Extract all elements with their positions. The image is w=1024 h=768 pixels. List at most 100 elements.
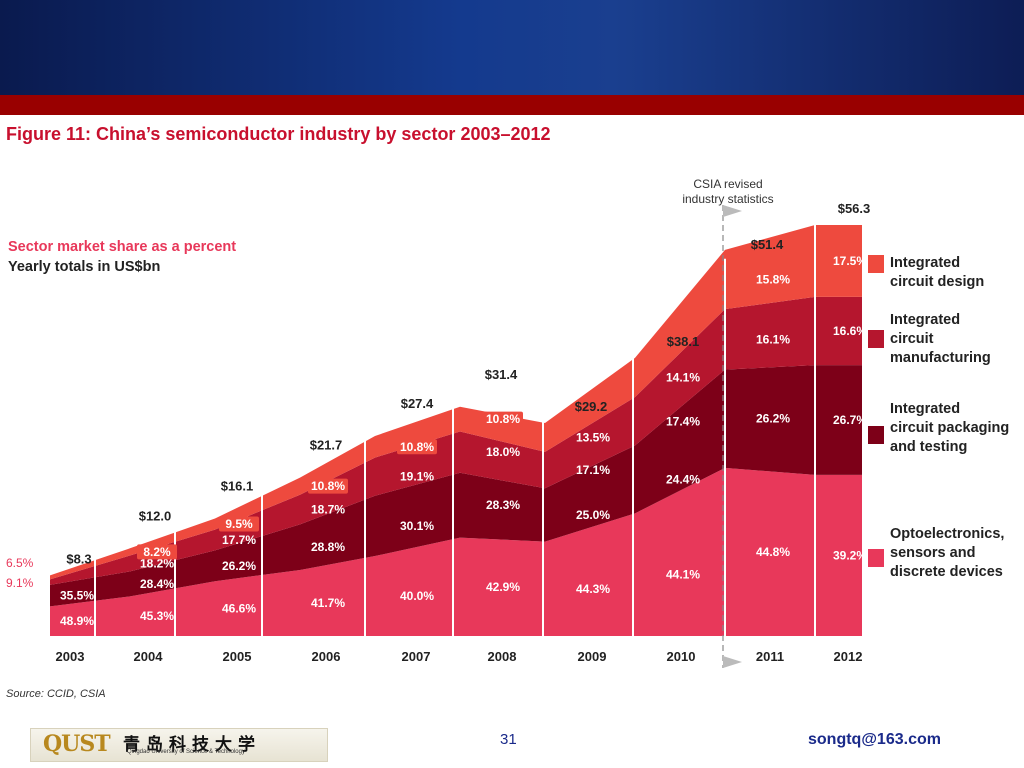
header-banner — [0, 0, 1024, 95]
total-label: $12.0 — [139, 508, 172, 523]
percent-label: 17.4% — [666, 414, 700, 428]
page-number: 31 — [500, 731, 517, 748]
percent-label: 13.5% — [576, 430, 610, 444]
percent-label: 48.9% — [60, 614, 94, 628]
legend-swatch — [868, 426, 884, 444]
university-logo: QUST 青岛科技大学 Qingdao University of Scienc… — [30, 728, 328, 762]
percent-label: 45.3% — [140, 609, 174, 623]
legend-swatch — [868, 330, 884, 348]
percent-label: 40.0% — [400, 589, 434, 603]
x-tick-label: 2006 — [312, 649, 341, 664]
percent-label: 15.8% — [756, 273, 790, 287]
logo-name: 青岛科技大学 — [123, 735, 261, 755]
percent-label: 35.5% — [60, 589, 94, 603]
percent-badge — [397, 439, 437, 455]
year-dividers — [94, 223, 816, 636]
area-3 — [50, 296, 862, 585]
percent-label: 10.8% — [400, 440, 434, 454]
logo-mark: QUST — [43, 731, 111, 757]
legend-label: circuit design — [890, 274, 984, 290]
percent-badge — [308, 478, 348, 494]
x-tick-label: 2004 — [134, 649, 164, 664]
percent-label: 16.1% — [756, 332, 790, 346]
x-tick-label: 2011 — [756, 649, 784, 664]
area-1 — [50, 467, 862, 636]
percent-label: 44.8% — [756, 545, 790, 559]
percent-label: 39.2% — [833, 548, 867, 562]
legend: Integrated circuit design Integrated circui… — [868, 255, 1009, 580]
total-label: $27.4 — [401, 396, 434, 411]
legend-label: Integrated — [890, 255, 960, 271]
csia-revised-marker — [722, 205, 742, 668]
legend-label: sensors and — [890, 545, 975, 561]
header-red-strip — [0, 95, 1024, 115]
percent-label: 28.4% — [140, 577, 174, 591]
percent-label: 6.5% — [6, 556, 34, 570]
percent-label: 17.1% — [576, 463, 610, 477]
legend-swatch — [868, 549, 884, 567]
total-label: $38.1 — [667, 334, 700, 349]
legend-label: discrete devices — [890, 564, 1003, 580]
chart: Figure 11: China’s semiconductor industr… — [6, 124, 1009, 700]
percent-label: 24.4% — [666, 472, 700, 486]
percent-labels: 48.9% 35.5% 9.1% 6.5% 45.3% 28.4% 18.2%8.2% 46.… — [6, 254, 867, 628]
area-2 — [50, 365, 862, 607]
percent-badge — [219, 516, 259, 532]
x-tick-label: 2007 — [402, 649, 431, 664]
percent-label: 14.1% — [666, 370, 700, 384]
legend-label: manufacturing — [890, 350, 991, 366]
percent-badge — [483, 411, 523, 427]
total-label: $8.3 — [66, 551, 91, 566]
percent-label: 19.1% — [400, 470, 434, 484]
percent-label: 17.7% — [222, 533, 256, 547]
legend-label: circuit packaging — [890, 420, 1009, 436]
annotation-csia-line1: CSIA revised — [693, 177, 762, 191]
percent-label: 44.3% — [576, 582, 610, 596]
percent-label: 10.8% — [486, 412, 520, 426]
chart-subtitle-share: Sector market share as a percent — [8, 239, 236, 255]
percent-label: 9.1% — [6, 576, 34, 590]
percent-label: 41.7% — [311, 596, 345, 610]
percent-label: 30.1% — [400, 519, 434, 533]
percent-label: 9.5% — [225, 517, 253, 531]
percent-label: 16.6% — [833, 324, 867, 338]
legend-label: circuit — [890, 331, 934, 347]
percent-label: 42.9% — [486, 580, 520, 594]
percent-label: 44.1% — [666, 568, 700, 582]
percent-label: 8.2% — [143, 545, 171, 559]
chart-subtitle-totals: Yearly totals in US$bn — [8, 259, 160, 275]
percent-label: 18.0% — [486, 445, 520, 459]
x-tick-label: 2010 — [667, 649, 696, 664]
percent-badge — [137, 544, 177, 560]
total-label: $16.1 — [221, 478, 254, 493]
annotation-csia-line2: industry statistics — [682, 192, 773, 206]
chart-title: Figure 11: China’s semiconductor industr… — [6, 124, 551, 144]
chart-source: Source: CCID, CSIA — [6, 688, 106, 700]
contact-email[interactable]: songtq@163.com — [808, 731, 941, 748]
percent-label: 28.3% — [486, 498, 520, 512]
percent-label: 18.7% — [311, 503, 345, 517]
legend-swatch — [868, 255, 884, 273]
x-tick-label: 2012 — [834, 649, 863, 664]
stacked-areas — [50, 225, 862, 636]
percent-label: 26.2% — [222, 559, 256, 573]
total-labels: $8.3 $12.0 $16.1 $21.7 $27.4 $31.4 $29.2 $38.1 $… — [66, 201, 870, 566]
total-label: $51.4 — [751, 237, 784, 252]
x-tick-label: 2009 — [578, 649, 607, 664]
legend-label: Integrated — [890, 401, 960, 417]
legend-label: Integrated — [890, 312, 960, 328]
percent-label: 18.2% — [140, 556, 174, 570]
legend-label: and testing — [890, 439, 967, 455]
x-axis-ticks: 2003 2004 2005 2006 2007 2008 2009 2010 2011 2012 — [56, 649, 863, 664]
total-label: $31.4 — [485, 367, 518, 382]
total-label: $29.2 — [575, 399, 608, 414]
percent-label: 26.7% — [833, 413, 867, 427]
area-4 — [50, 225, 862, 580]
percent-label: 28.8% — [311, 540, 345, 554]
percent-label: 17.5% — [833, 254, 867, 268]
percent-label: 46.6% — [222, 602, 256, 616]
x-tick-label: 2008 — [488, 649, 517, 664]
percent-label: 10.8% — [311, 479, 345, 493]
legend-label: Optoelectronics, — [890, 526, 1004, 542]
x-tick-label: 2003 — [56, 649, 85, 664]
